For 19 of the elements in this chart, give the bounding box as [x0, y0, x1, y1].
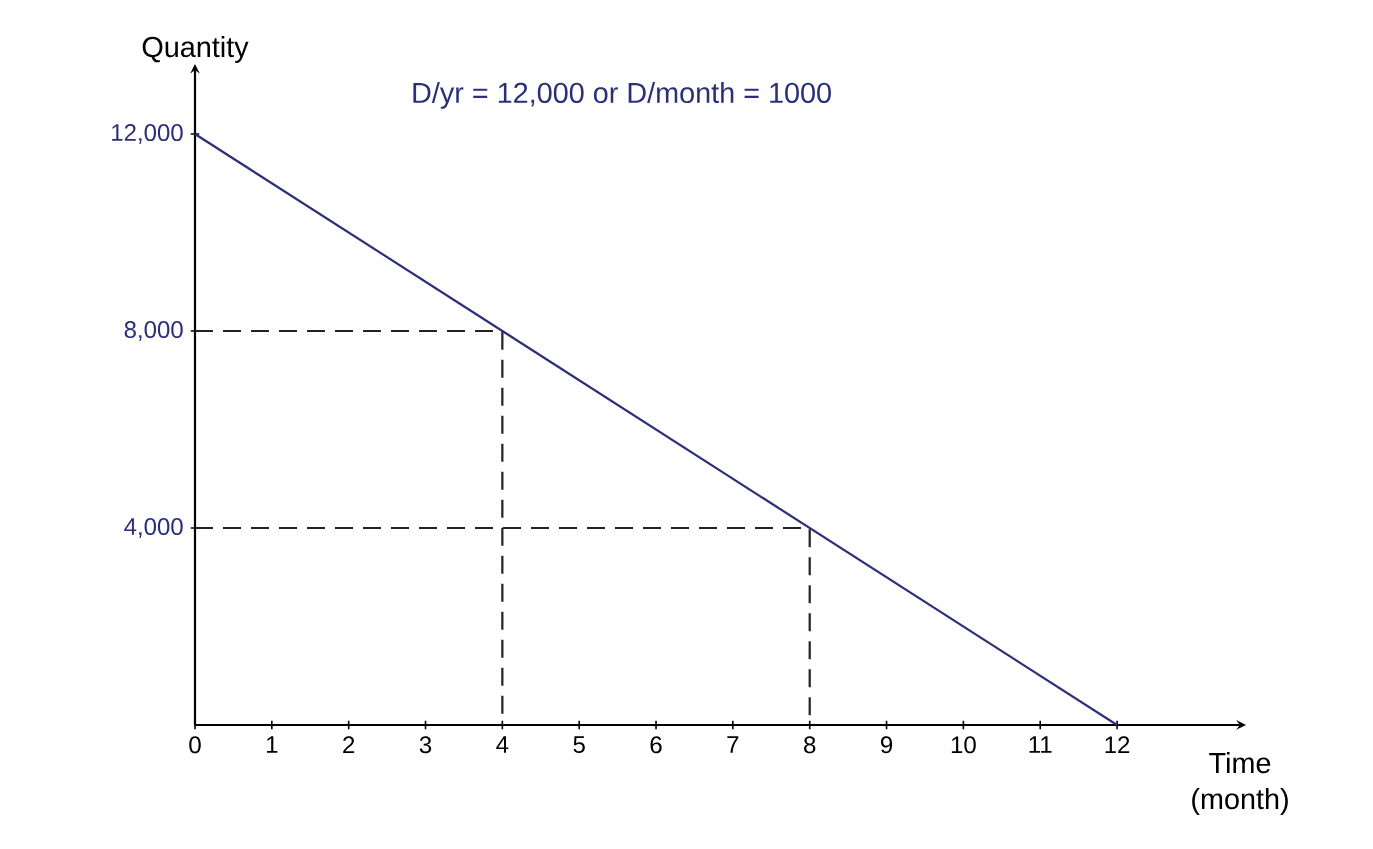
x-tick-label: 11	[1029, 736, 1052, 753]
x-tick-label: 10	[951, 736, 976, 754]
y-tick-label: 8,000	[124, 321, 183, 341]
x-tick-label: 7	[727, 736, 739, 753]
x-tick-label: 2	[343, 736, 355, 754]
x-tick-label: 4	[496, 736, 509, 753]
x-tick-label: 3	[419, 736, 432, 754]
x-tick-label: 5	[573, 736, 585, 754]
x-tick-label: 1	[266, 736, 278, 753]
x-tick-label: 8	[804, 736, 816, 754]
y-axis-title: Quantity	[142, 36, 249, 63]
x-axis-title: Time (month)	[1192, 752, 1288, 815]
x-tick-label: 6	[650, 736, 662, 754]
y-tick-label: 12,000	[112, 124, 183, 144]
x-tick-label: 0	[189, 736, 201, 754]
x-tick-label: 12	[1105, 736, 1130, 754]
x-tick-label: 9	[881, 736, 893, 754]
y-tick-label: 4,000	[124, 518, 183, 538]
annotation: D/yr = 12,000 or D/month = 1000	[413, 81, 831, 109]
